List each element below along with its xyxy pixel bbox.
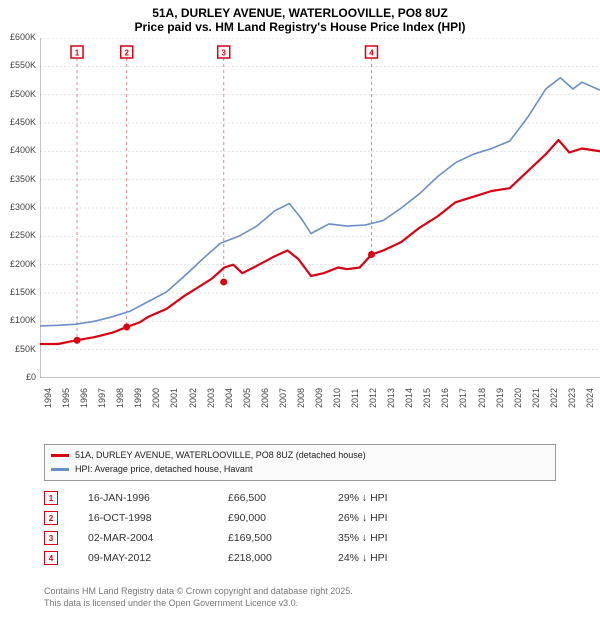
x-tick-label: 2009 [314, 388, 324, 408]
x-tick-label: 1998 [115, 388, 125, 408]
x-tick-label: 2023 [567, 388, 577, 408]
sales-date: 16-JAN-1996 [88, 492, 228, 504]
y-axis: £0£50K£100K£150K£200K£250K£300K£350K£400… [0, 38, 38, 378]
title-line-2: Price paid vs. HM Land Registry's House … [0, 20, 600, 34]
series-hpi [40, 78, 600, 326]
sales-price: £66,500 [228, 492, 338, 504]
x-tick-label: 2016 [440, 388, 450, 408]
y-tick-label: £50K [0, 345, 36, 354]
sales-date: 09-MAY-2012 [88, 552, 228, 564]
x-tick-label: 2015 [422, 388, 432, 408]
x-tick-label: 2000 [151, 388, 161, 408]
sales-marker-box: 4 [44, 551, 58, 565]
x-tick-label: 2008 [296, 388, 306, 408]
y-tick-label: £350K [0, 175, 36, 184]
svg-text:1: 1 [75, 49, 80, 58]
legend-swatch [51, 468, 69, 471]
x-tick-label: 2012 [368, 388, 378, 408]
footer: Contains HM Land Registry data © Crown c… [44, 586, 556, 609]
sales-marker-box: 1 [44, 491, 58, 505]
footer-line-2: This data is licensed under the Open Gov… [44, 598, 556, 610]
y-tick-label: £500K [0, 90, 36, 99]
x-tick-label: 2002 [188, 388, 198, 408]
sales-delta: 26% ↓ HPI [338, 512, 458, 524]
sales-date: 02-MAR-2004 [88, 532, 228, 544]
chart-title: 51A, DURLEY AVENUE, WATERLOOVILLE, PO8 8… [0, 0, 600, 38]
sales-date: 16-OCT-1998 [88, 512, 228, 524]
legend-label: HPI: Average price, detached house, Hava… [75, 463, 252, 477]
sales-price: £218,000 [228, 552, 338, 564]
x-tick-label: 2018 [477, 388, 487, 408]
sales-price: £90,000 [228, 512, 338, 524]
x-tick-label: 2017 [458, 388, 468, 408]
x-tick-label: 1995 [61, 388, 71, 408]
plot-area: 1 2 3 4 [40, 38, 600, 378]
x-tick-label: 1994 [43, 388, 53, 408]
legend-swatch [51, 454, 69, 457]
y-tick-label: £550K [0, 61, 36, 70]
y-tick-label: £450K [0, 118, 36, 127]
y-tick-label: £600K [0, 33, 36, 42]
sales-table: 1 16-JAN-1996£66,50029% ↓ HPI 2 16-OCT-1998… [44, 488, 556, 568]
x-tick-label: 2011 [350, 389, 360, 408]
x-tick-label: 2019 [495, 388, 505, 408]
svg-text:2: 2 [124, 49, 129, 58]
x-tick-label: 2004 [224, 388, 234, 408]
legend: 51A, DURLEY AVENUE, WATERLOOVILLE, PO8 8… [44, 444, 556, 481]
y-tick-label: £200K [0, 260, 36, 269]
footer-line-1: Contains HM Land Registry data © Crown c… [44, 586, 556, 598]
x-tick-label: 2020 [513, 388, 523, 408]
x-tick-label: 2005 [242, 388, 252, 408]
x-tick-label: 2022 [549, 388, 559, 408]
x-tick-label: 2010 [332, 388, 342, 408]
legend-item: 51A, DURLEY AVENUE, WATERLOOVILLE, PO8 8… [51, 449, 549, 463]
sales-marker-box: 3 [44, 531, 58, 545]
y-tick-label: £0 [0, 373, 36, 382]
x-tick-label: 2006 [260, 388, 270, 408]
svg-text:4: 4 [369, 49, 374, 58]
sales-row: 3 02-MAR-2004£169,50035% ↓ HPI [44, 528, 556, 548]
sales-marker-box: 2 [44, 511, 58, 525]
legend-label: 51A, DURLEY AVENUE, WATERLOOVILLE, PO8 8… [75, 449, 366, 463]
legend-item: HPI: Average price, detached house, Hava… [51, 463, 549, 477]
sales-delta: 35% ↓ HPI [338, 532, 458, 544]
y-tick-label: £300K [0, 203, 36, 212]
x-tick-label: 2024 [585, 388, 595, 408]
x-tick-label: 2021 [531, 388, 541, 408]
chart-area: £0£50K£100K£150K£200K£250K£300K£350K£400… [40, 38, 600, 408]
title-line-1: 51A, DURLEY AVENUE, WATERLOOVILLE, PO8 8… [0, 6, 600, 20]
sales-row: 2 16-OCT-1998£90,00026% ↓ HPI [44, 508, 556, 528]
x-tick-label: 2014 [404, 388, 414, 408]
x-tick-label: 1999 [133, 388, 143, 408]
y-tick-label: £100K [0, 316, 36, 325]
x-tick-label: 1997 [97, 388, 107, 408]
sales-delta: 29% ↓ HPI [338, 492, 458, 504]
sales-row: 4 09-MAY-2012£218,00024% ↓ HPI [44, 548, 556, 568]
sales-row: 1 16-JAN-1996£66,50029% ↓ HPI [44, 488, 556, 508]
y-tick-label: £250K [0, 231, 36, 240]
sales-delta: 24% ↓ HPI [338, 552, 458, 564]
x-tick-label: 1996 [79, 388, 89, 408]
y-tick-label: £400K [0, 146, 36, 155]
sales-price: £169,500 [228, 532, 338, 544]
svg-text:3: 3 [221, 49, 226, 58]
x-tick-label: 2001 [169, 388, 179, 408]
y-tick-label: £150K [0, 288, 36, 297]
plot-svg: 1 2 3 4 [40, 38, 600, 378]
x-tick-label: 2007 [278, 388, 288, 408]
x-tick-label: 2013 [386, 388, 396, 408]
x-tick-label: 2003 [206, 388, 216, 408]
x-axis: 1994 1995 1996 1997 1998 1999 2000 2001 2002 2003… [40, 380, 600, 410]
